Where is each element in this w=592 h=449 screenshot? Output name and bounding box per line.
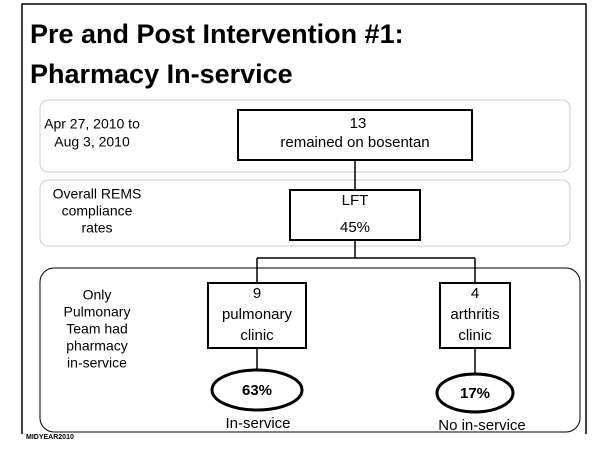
title-line: Pre and Post Intervention #1: <box>30 19 404 49</box>
title-line: Pharmacy In-service <box>30 59 293 89</box>
node-text: 45% <box>340 219 370 236</box>
node-text: 9 <box>253 285 261 302</box>
node-text: remained on bosentan <box>280 134 429 151</box>
node-box <box>237 109 473 161</box>
row-label: Pulmonary <box>64 304 131 320</box>
row-label: Aug 3, 2010 <box>54 134 130 150</box>
rate-oval <box>435 372 515 414</box>
slide-frame <box>21 3 587 434</box>
row-label: pharmacy <box>66 338 127 354</box>
node-text: 13 <box>350 115 367 132</box>
footer-logo: MIDYEAR2010 <box>26 434 74 441</box>
node-text: clinic <box>458 327 492 344</box>
caption: No in-service <box>438 417 526 434</box>
node-text: clinic <box>240 327 274 344</box>
node-text: LFT <box>342 192 369 209</box>
row-label: Team had <box>66 321 127 337</box>
node-box <box>289 189 421 241</box>
row-label: compliance <box>62 203 133 219</box>
node-text: pulmonary <box>222 306 293 323</box>
rate-text: 17% <box>460 385 490 402</box>
rate-oval <box>210 368 304 412</box>
row-label: Only <box>83 287 112 303</box>
row-label: in-service <box>67 355 127 371</box>
node-text: 4 <box>471 285 479 302</box>
connectors <box>256 160 476 374</box>
rate-text: 63% <box>242 382 272 399</box>
node-box <box>439 282 511 349</box>
node-box <box>207 282 307 349</box>
row-label: Overall REMS <box>53 186 142 202</box>
caption: In-service <box>225 415 290 432</box>
node-text: arthritis <box>450 306 499 323</box>
row-label: Apr 27, 2010 to <box>44 116 140 132</box>
row-label: rates <box>81 220 112 236</box>
